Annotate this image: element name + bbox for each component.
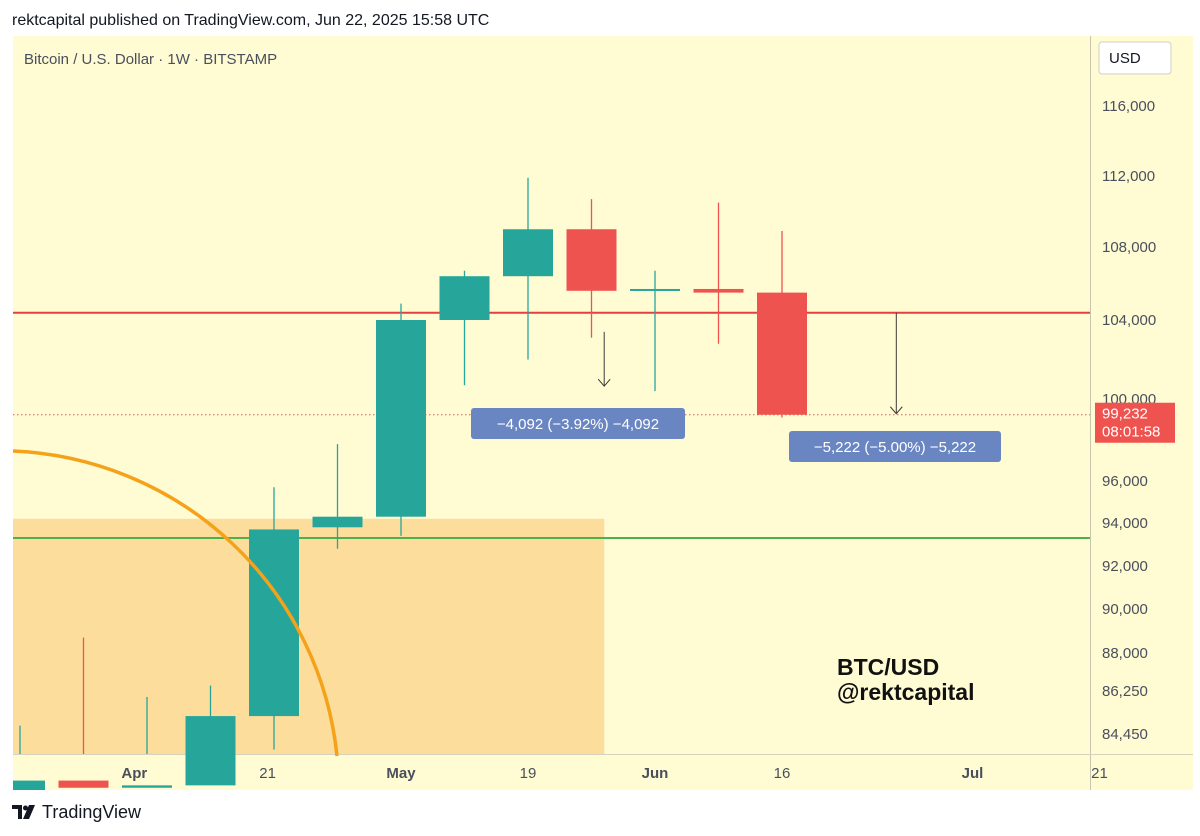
footer-brand[interactable]: TradingView	[42, 801, 142, 822]
orange-arc[interactable]	[13, 449, 339, 757]
candle-body[interactable]	[630, 288, 680, 291]
candle-body[interactable]	[13, 780, 45, 790]
tradingview-logo-icon	[12, 805, 35, 819]
symbol-info[interactable]: Bitcoin / U.S. Dollar · 1W · BITSTAMP	[24, 51, 278, 68]
candle-body[interactable]	[693, 288, 744, 293]
price-tick-label: 96,000	[1102, 473, 1148, 490]
measure-label: −5,222 (−5.00%) −5,222	[814, 439, 976, 456]
candle-body[interactable]	[757, 292, 807, 415]
time-tick-label: 21	[259, 765, 276, 782]
time-tick-label: Jun	[642, 765, 669, 782]
measure-arrow-head-icon	[889, 406, 903, 415]
price-tick-label: 104,000	[1102, 312, 1156, 329]
footer: TradingView	[12, 800, 141, 824]
price-tick-label: 88,000	[1102, 645, 1148, 662]
candle-body[interactable]	[312, 516, 363, 528]
candle-body[interactable]	[58, 780, 109, 788]
annotation-pair: BTC/USD	[837, 654, 939, 680]
price-tick-label: 90,000	[1102, 601, 1148, 618]
chart[interactable]: −4,092 (−3.92%) −4,092 −5,222 (−5.00%) −5…	[13, 36, 1193, 790]
price-tick-label: 86,250	[1102, 683, 1148, 700]
price-tick-label: 108,000	[1102, 239, 1156, 256]
price-tick-label: 84,450	[1102, 726, 1148, 743]
price-tick-label: 116,000	[1102, 98, 1155, 115]
time-tick-label: Apr	[121, 765, 147, 782]
candle-body[interactable]	[439, 276, 490, 320]
candle-body[interactable]	[376, 320, 426, 517]
bar-countdown-label: 08:01:58	[1102, 424, 1160, 441]
price-tick-label: 92,000	[1102, 558, 1148, 575]
price-tick-label: 94,000	[1102, 515, 1148, 532]
currency-selector[interactable]	[1098, 41, 1172, 75]
candle-body[interactable]	[185, 716, 236, 786]
price-tick-label: 112,000	[1102, 168, 1155, 185]
annotation-author: @rektcapital	[837, 679, 974, 705]
measure-label-box[interactable]	[471, 408, 685, 439]
candle-body[interactable]	[566, 229, 617, 291]
time-axis-background	[13, 754, 1090, 790]
candle-body[interactable]	[503, 229, 553, 277]
demand-zone[interactable]	[13, 518, 605, 754]
time-tick-label: 21	[1091, 765, 1108, 782]
currency-label: USD	[1109, 50, 1141, 67]
chart-frame: −4,092 (−3.92%) −4,092 −5,222 (−5.00%) −5…	[13, 36, 1193, 790]
time-tick-label: 16	[774, 765, 791, 782]
candle-body[interactable]	[249, 529, 299, 717]
current-price-label: 99,232	[1102, 406, 1148, 423]
candle-body[interactable]	[122, 785, 172, 788]
current-price-badge[interactable]	[1095, 402, 1175, 443]
time-tick-label: 19	[520, 765, 537, 782]
time-tick-label: May	[386, 765, 416, 782]
measure-label-box[interactable]	[789, 431, 1001, 462]
measure-arrow-head-icon	[597, 378, 611, 387]
time-tick-label: Jul	[962, 765, 984, 782]
measure-label: −4,092 (−3.92%) −4,092	[497, 416, 659, 433]
publisher-header: rektcapital published on TradingView.com…	[12, 12, 490, 29]
